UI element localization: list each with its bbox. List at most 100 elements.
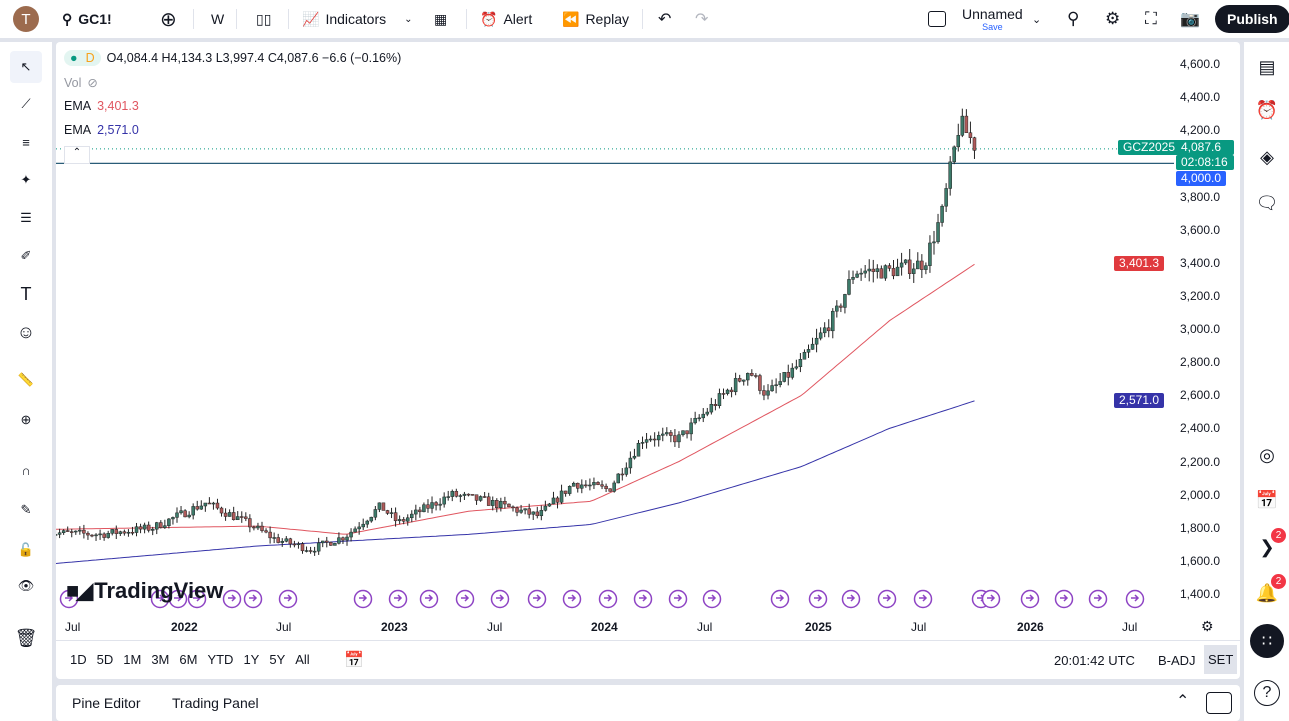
redo-icon[interactable]: ↷ <box>695 11 709 28</box>
candle-up <box>640 442 645 444</box>
interval-button[interactable]: W <box>211 11 225 27</box>
candle-up <box>430 502 434 509</box>
candle-up <box>405 517 410 522</box>
range-1y[interactable]: 1Y <box>243 652 260 667</box>
compare-add-icon[interactable]: ⊕ <box>160 8 177 31</box>
alert-button[interactable]: ⏰ Alert <box>480 10 533 28</box>
candle-up <box>835 305 839 312</box>
brush-icon[interactable]: ✐ <box>20 248 32 263</box>
layers-icon[interactable]: ◈ <box>1260 146 1274 167</box>
goto-date-calendar-icon[interactable]: 📅 <box>344 652 364 669</box>
undo-icon[interactable]: ↶ <box>658 11 672 28</box>
chevron-down-icon[interactable]: ⌄ <box>1032 13 1042 26</box>
candle-up <box>337 537 341 544</box>
candle-up <box>624 467 629 475</box>
ema2-legend[interactable]: EMA 2,571.0 <box>64 123 139 137</box>
search-icon: ⚲ <box>62 10 73 27</box>
trash-icon[interactable]: 🗑 <box>14 627 38 648</box>
range-5y[interactable]: 5Y <box>269 652 286 667</box>
candle-up <box>612 482 616 492</box>
zoom-in-icon[interactable]: ⊕ <box>20 412 32 427</box>
range-all[interactable]: All <box>295 652 310 667</box>
b-adj-button[interactable]: B-ADJ <box>1158 653 1196 668</box>
ruler-icon[interactable]: 📏 <box>17 372 35 387</box>
candle-up <box>316 542 321 552</box>
axis-settings-icon[interactable]: ⚙ <box>1201 618 1214 634</box>
candle-up <box>74 530 78 533</box>
event-marker-icon <box>150 589 170 609</box>
tab-pine-editor[interactable]: Pine Editor <box>72 695 141 711</box>
layout-checkbox-icon[interactable] <box>928 0 946 38</box>
range-3m[interactable]: 3M <box>151 652 170 667</box>
chat-icon[interactable]: 🗨 <box>1255 192 1279 213</box>
trend-line-icon[interactable]: ⟋ <box>21 96 31 111</box>
candle-down <box>584 484 588 487</box>
clock[interactable]: 20:01:42 UTC <box>1054 653 1135 668</box>
price-tick: 3,400.0 <box>1180 255 1221 270</box>
volume-legend[interactable]: Vol ⊘ <box>64 75 98 91</box>
help-icon[interactable]: ? <box>1254 680 1280 706</box>
candle-up <box>855 273 859 278</box>
alerts-clock-icon[interactable]: ⏰ <box>1255 99 1279 120</box>
camera-icon[interactable]: 📷 <box>1180 11 1200 28</box>
candle-up <box>531 511 535 515</box>
maximize-panel-icon[interactable] <box>1206 692 1232 714</box>
candle-up <box>831 310 835 332</box>
indicators-button[interactable]: 📈 Indicators ⌄ <box>302 10 413 28</box>
range-1m[interactable]: 1M <box>123 652 142 667</box>
chevron-down-icon[interactable]: ⌄ <box>404 13 413 25</box>
candle-up <box>952 146 956 163</box>
bell-icon[interactable]: 🔔 2 <box>1252 574 1286 608</box>
symbol-search[interactable]: ⚲ GC1! <box>62 10 112 28</box>
candle-down <box>393 512 398 522</box>
range-1d[interactable]: 1D <box>70 652 87 667</box>
candle-up <box>450 491 455 497</box>
apps-grid-icon[interactable]: ∷ <box>1250 624 1284 658</box>
candle-down <box>786 372 791 378</box>
target-icon[interactable]: ◎ <box>1259 444 1275 465</box>
fullscreen-icon[interactable]: ⛶ <box>1145 9 1157 28</box>
range-ytd[interactable]: YTD <box>207 652 234 667</box>
eye-icon[interactable]: 👁 <box>17 578 35 593</box>
candle-down <box>292 543 297 546</box>
chevron-up-icon[interactable]: ⌃ <box>1176 693 1190 710</box>
pattern-icon[interactable]: ✦ <box>20 172 32 187</box>
range-5d[interactable]: 5D <box>96 652 114 667</box>
cursor-icon[interactable]: ↖ <box>10 51 42 83</box>
candle-up <box>349 531 353 538</box>
settings-gear-icon[interactable]: ⚙ <box>1105 9 1121 28</box>
magnet-icon[interactable]: ∩ <box>21 462 31 478</box>
candle-down <box>535 511 540 517</box>
layout-name[interactable]: Unnamed Save <box>962 6 1023 32</box>
ema1-legend[interactable]: EMA 3,401.3 <box>64 99 139 113</box>
price-chart[interactable] <box>56 42 1240 679</box>
candle-down <box>652 438 657 441</box>
emoji-icon[interactable]: ☺ <box>16 321 36 342</box>
text-icon[interactable]: T <box>20 283 32 304</box>
fib-icon[interactable]: ☰ <box>20 210 32 225</box>
collapse-legend-chevron-up-icon[interactable]: ⌃ <box>64 146 90 164</box>
lock-icon[interactable]: 🔓 <box>17 542 35 557</box>
pencil-lock-icon[interactable]: ✎ <box>20 502 32 517</box>
candle-up <box>78 529 82 532</box>
avatar[interactable]: T <box>13 0 39 38</box>
tab-trading-panel[interactable]: Trading Panel <box>172 695 259 711</box>
calendar-icon[interactable]: 📅 <box>1255 489 1279 510</box>
candles-icon[interactable]: ▯▯ <box>256 10 272 27</box>
quick-search-icon[interactable]: ⚲ <box>1067 9 1080 28</box>
event-marker-icon <box>877 589 897 609</box>
candle-down <box>90 534 94 537</box>
publish-button[interactable]: Publish <box>1215 0 1289 38</box>
candle-up <box>948 161 952 189</box>
templates-grid-icon[interactable]: ▦ <box>434 10 448 27</box>
candle-down <box>486 496 491 506</box>
replay-button[interactable]: ⏪ Replay <box>562 10 630 28</box>
candle-up <box>770 385 774 392</box>
session-set-button[interactable]: SET <box>1204 645 1238 674</box>
feed-icon[interactable]: ❯ 2 <box>1252 528 1286 562</box>
watchlist-icon[interactable]: ▤ <box>1258 56 1276 77</box>
eye-hidden-icon[interactable]: ⊘ <box>87 76 98 90</box>
range-6m[interactable]: 6M <box>179 652 198 667</box>
chart-pane[interactable]: ● D O4,084.4 H4,134.3 L3,997.4 C4,087.6 −… <box>56 42 1240 679</box>
horizontal-lines-icon[interactable]: ≡ <box>22 134 30 150</box>
